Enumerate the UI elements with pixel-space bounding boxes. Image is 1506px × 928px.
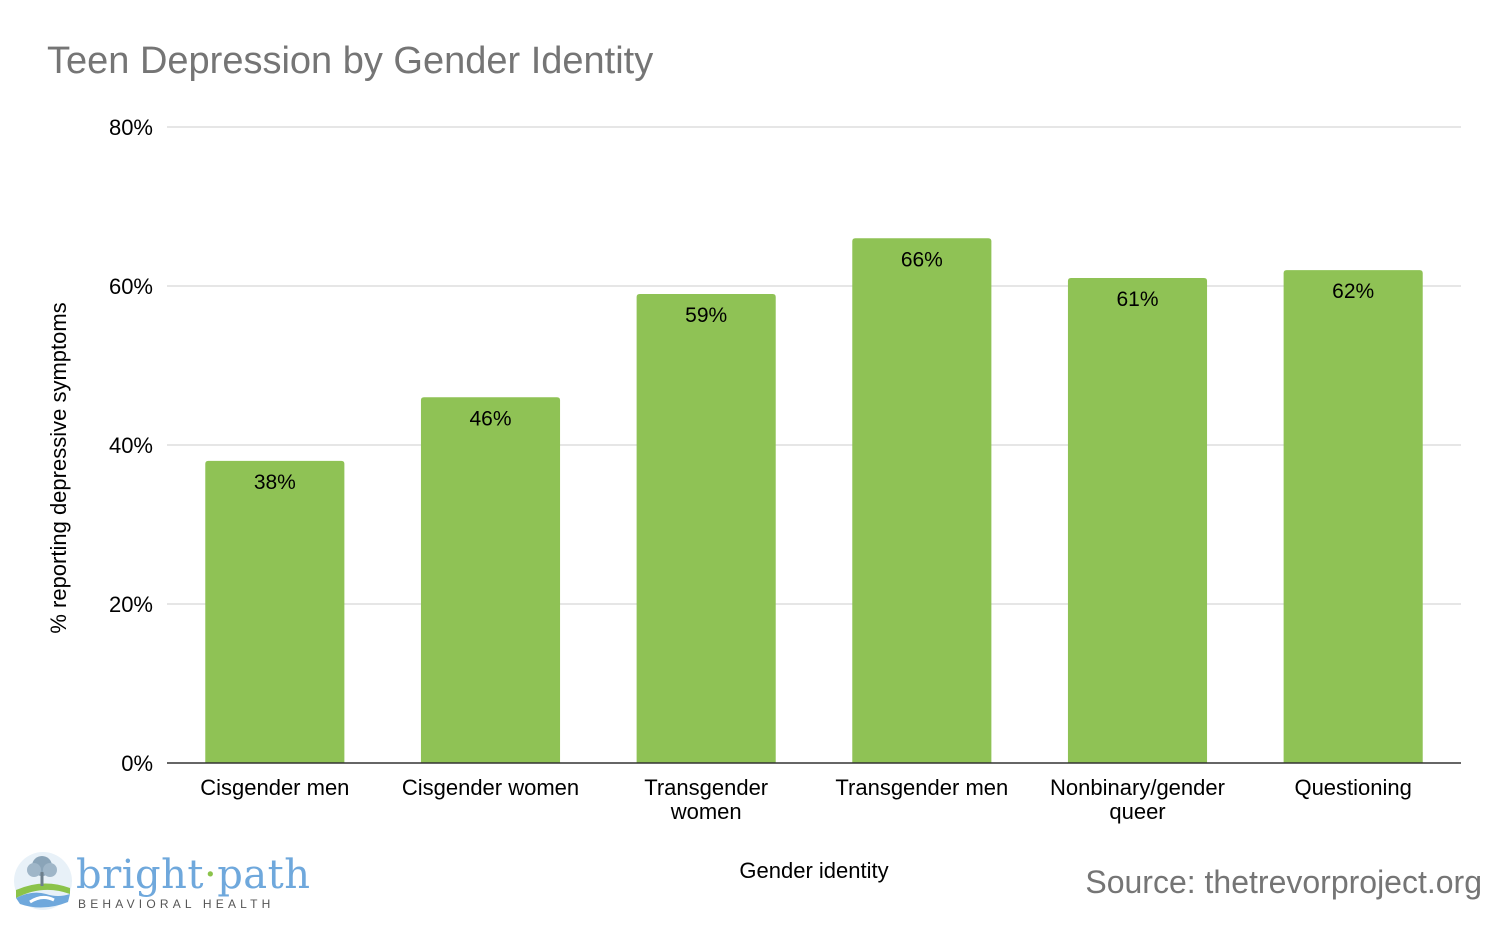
x-axis-label: Gender identity <box>739 858 888 883</box>
bars <box>205 238 1423 764</box>
y-tick-label: 80% <box>109 115 153 140</box>
logo-tagline: BEHAVIORAL HEALTH <box>78 897 275 911</box>
bar <box>205 460 345 763</box>
x-tick-label: Cisgender men <box>200 775 349 800</box>
y-tick-label: 0% <box>121 751 153 776</box>
bar <box>420 397 561 763</box>
x-tick-label: Cisgender women <box>402 775 579 800</box>
y-tick-label: 20% <box>109 592 153 617</box>
bar-data-label: 59% <box>685 304 727 327</box>
gridlines <box>167 126 1461 605</box>
bar-data-label: 46% <box>469 407 511 430</box>
y-axis-tick-labels: 0% 20% 40% 60% 80% <box>109 115 153 776</box>
bar-data-label: 61% <box>1116 288 1158 311</box>
source-credit: Source: thetrevorproject.org <box>1085 864 1482 900</box>
y-axis-label: % reporting depressive symptoms <box>46 302 71 633</box>
bar-data-labels: 38% 46% 59% 66% 61% 62% <box>254 248 1374 494</box>
tree-landscape-icon <box>14 852 72 910</box>
bar <box>636 293 776 763</box>
chart-title: Teen Depression by Gender Identity <box>47 40 654 82</box>
x-tick-label: Transgender men <box>835 775 1008 800</box>
y-tick-label: 40% <box>109 433 153 458</box>
bar-data-label: 62% <box>1332 280 1374 303</box>
bar <box>852 238 992 764</box>
bar-data-label: 66% <box>901 248 943 271</box>
bright-path-logo: bright·path BEHAVIORAL HEALTH <box>12 850 312 916</box>
bar <box>1067 278 1208 763</box>
x-tick-label: Questioning <box>1294 775 1411 800</box>
y-tick-label: 60% <box>109 274 153 299</box>
logo-wordmark: bright·path <box>76 852 311 898</box>
x-tick-label: Nonbinary/gender queer <box>1050 775 1225 824</box>
bar-data-label: 38% <box>254 471 296 494</box>
bar <box>1283 270 1423 763</box>
x-tick-label: Transgender women <box>644 775 768 824</box>
x-axis-tick-labels: Cisgender men Cisgender women Transgender w… <box>200 775 1412 824</box>
